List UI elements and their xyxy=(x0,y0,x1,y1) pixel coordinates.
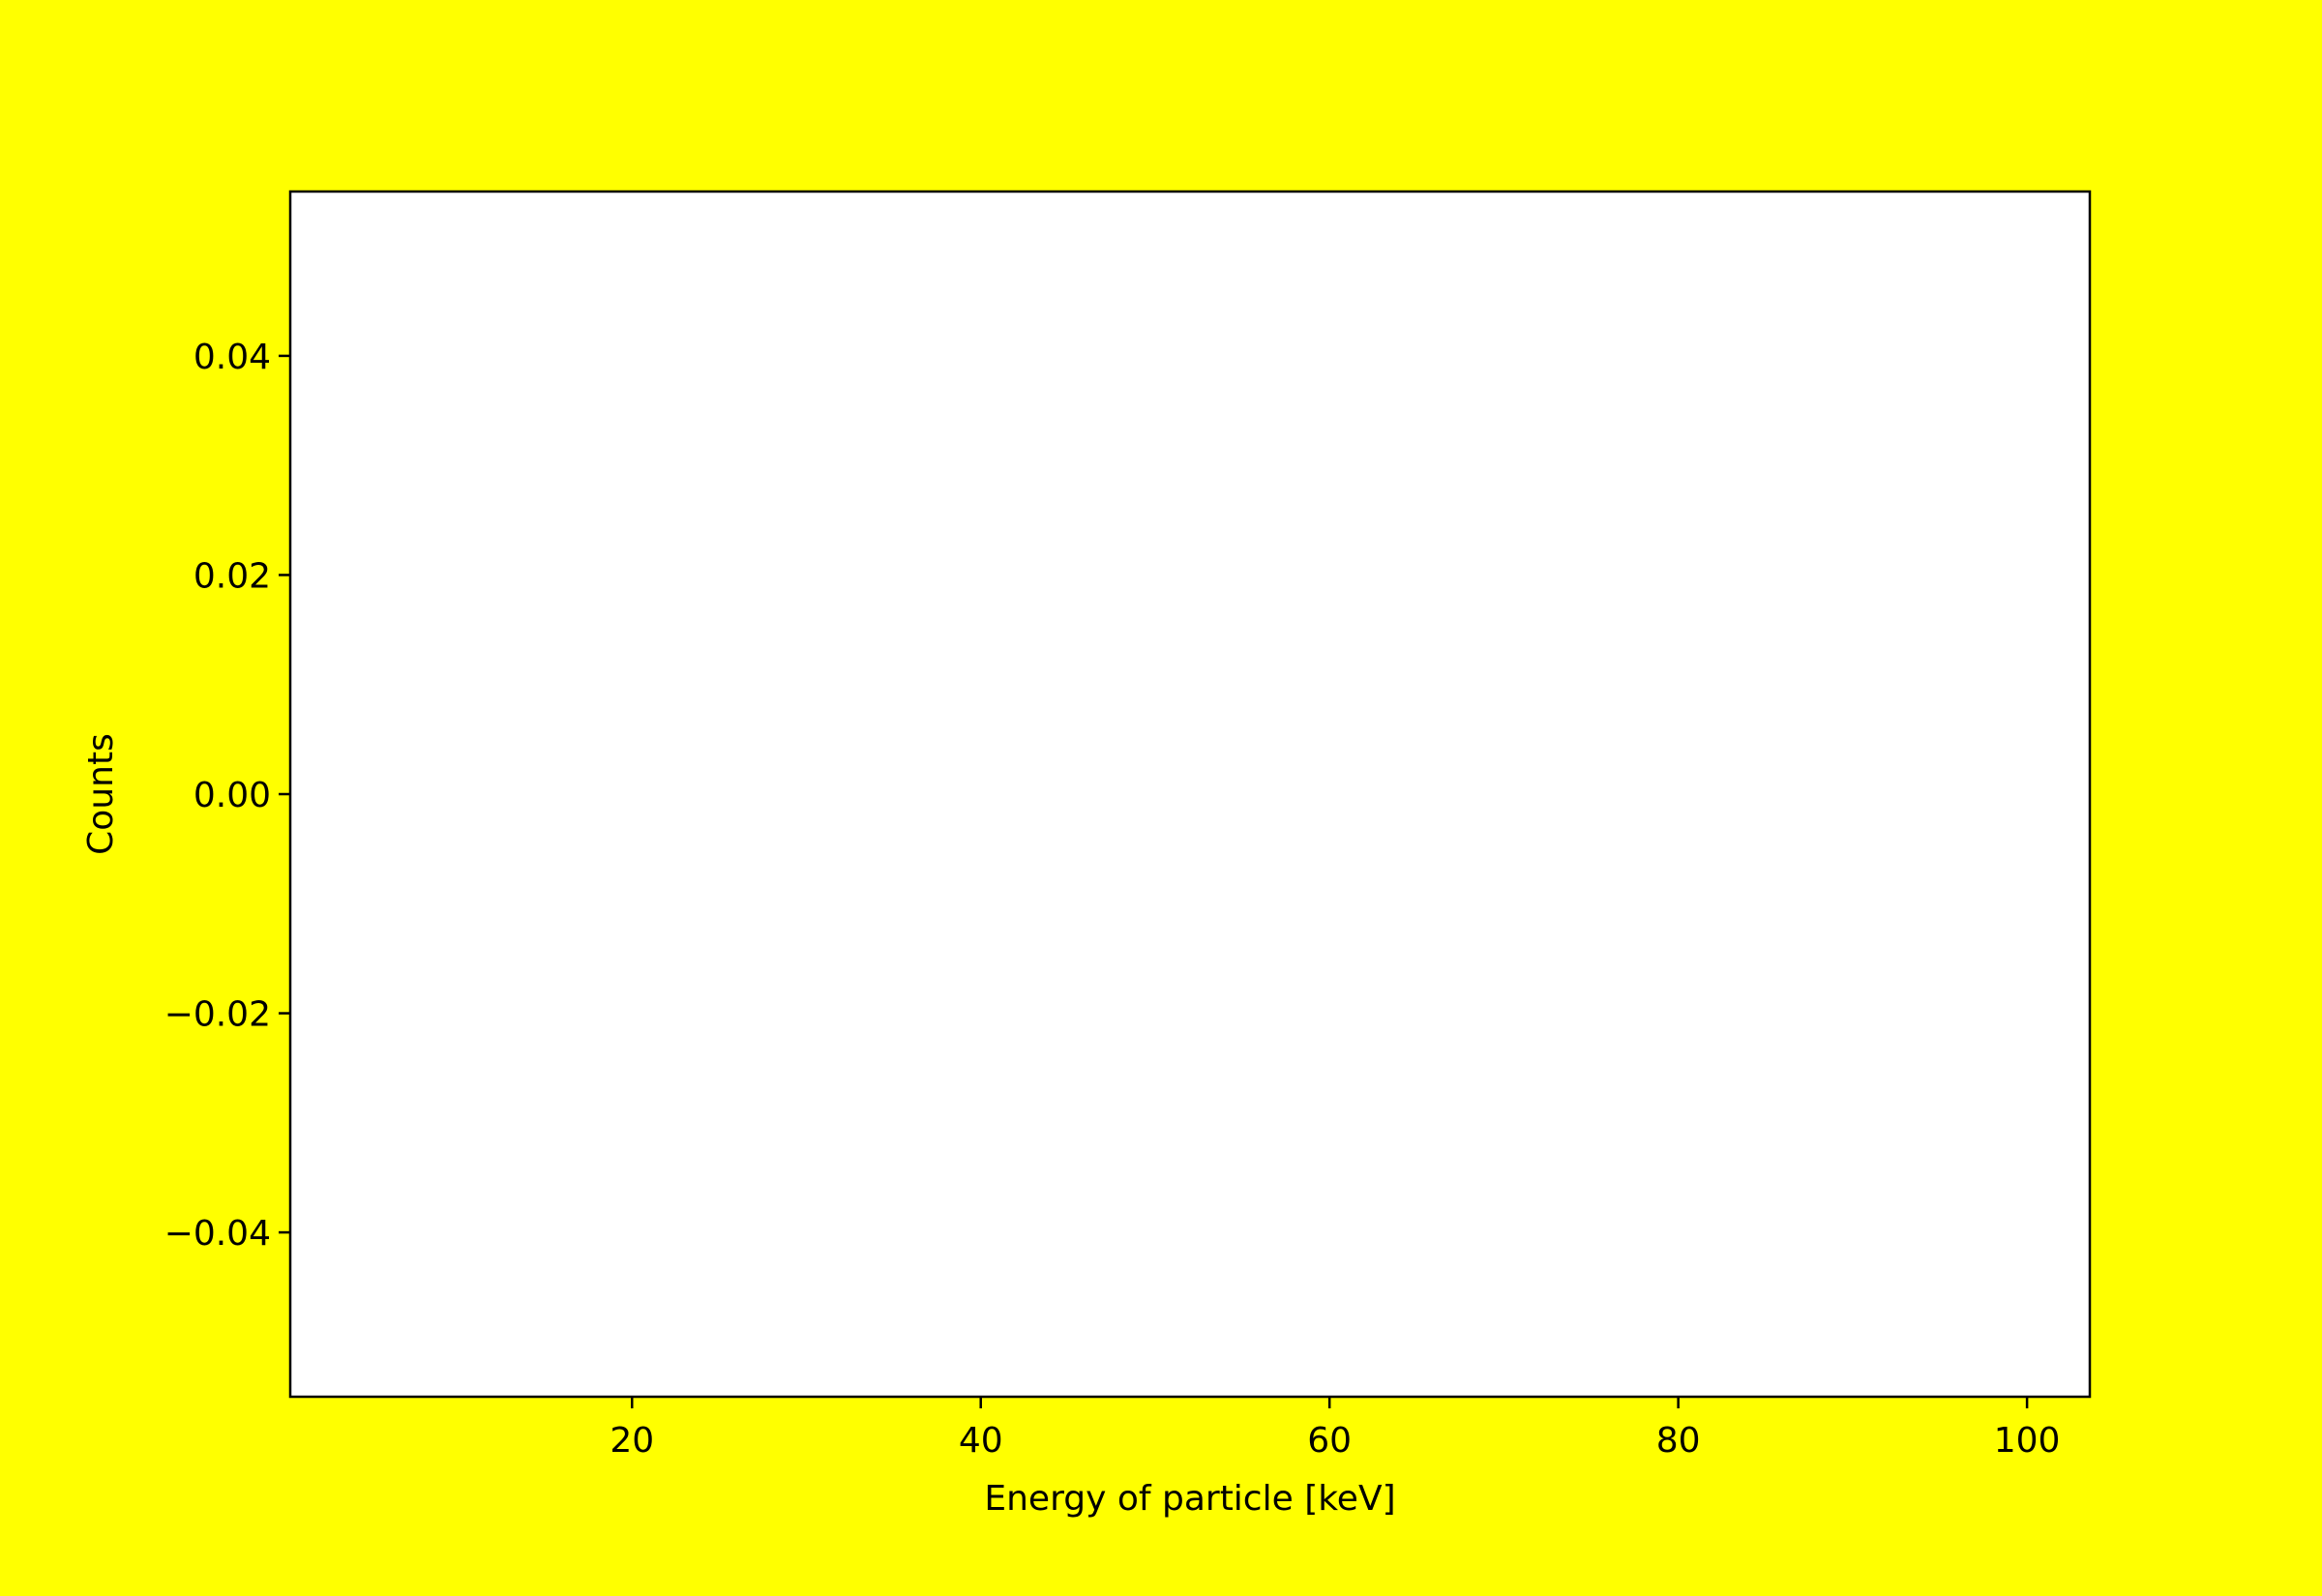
y-tick-label: 0.00 xyxy=(194,776,271,815)
x-tick-label: 80 xyxy=(1656,1421,1701,1461)
y-tick-label: −0.02 xyxy=(164,995,271,1035)
plot-area xyxy=(288,190,2092,1399)
y-tick-label: 0.04 xyxy=(194,338,271,377)
x-tick-label: 40 xyxy=(959,1421,1003,1461)
y-axis: 0.04 0.02 0.00 −0.02 −0.04 xyxy=(164,338,290,1254)
y-tick-label: −0.04 xyxy=(164,1214,271,1254)
x-axis: 20 40 60 80 100 xyxy=(610,1397,2060,1461)
x-tick-label: 60 xyxy=(1307,1421,1352,1461)
y-axis-label: Counts xyxy=(81,733,121,855)
x-tick-label: 100 xyxy=(1994,1421,2061,1461)
x-axis-label: Energy of particle [keV] xyxy=(984,1479,1395,1519)
x-tick-label: 20 xyxy=(610,1421,654,1461)
y-tick-label: 0.02 xyxy=(194,556,271,596)
